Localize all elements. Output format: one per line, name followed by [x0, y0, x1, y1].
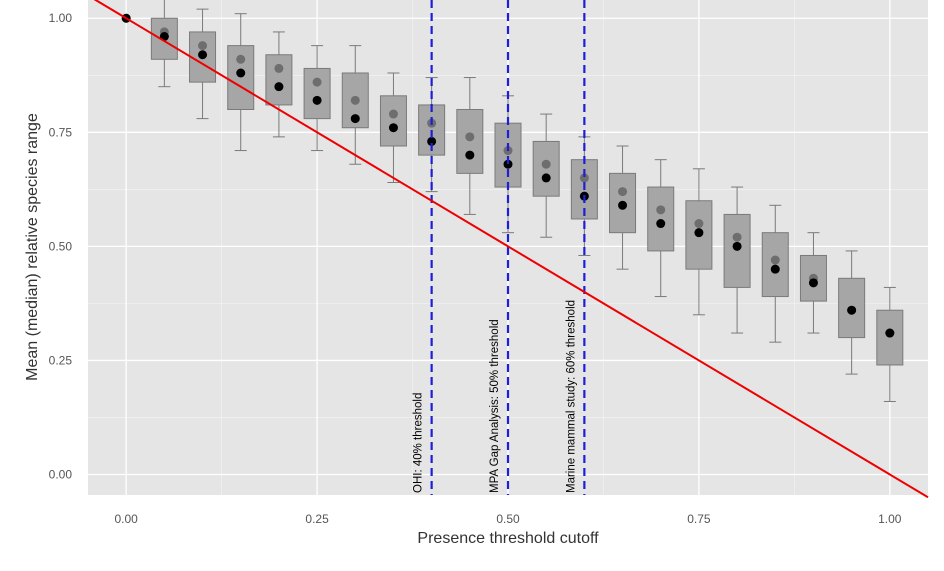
mean-point [656, 205, 666, 215]
median-point [312, 95, 322, 105]
mean-point [312, 77, 322, 87]
y-tick-label: 0.75 [49, 125, 73, 139]
mean-point [274, 63, 284, 73]
x-tick-label: 0.00 [115, 512, 139, 526]
y-axis-ticks: 0.00 0.25 0.50 0.75 1.00 [49, 11, 73, 481]
x-tick-label: 1.00 [878, 512, 902, 526]
box-body [723, 213, 751, 288]
median-point [198, 50, 208, 60]
mean-point [694, 219, 704, 229]
y-tick-label: 0.25 [49, 353, 73, 367]
median-point [770, 264, 780, 274]
y-tick-label: 0.00 [49, 467, 73, 481]
box-body [647, 186, 675, 252]
mean-point [579, 173, 589, 183]
box-body [456, 108, 484, 174]
mean-point [541, 159, 551, 169]
y-tick-label: 1.00 [49, 11, 73, 25]
threshold-label: Marine mammal study: 60% threshold [565, 300, 577, 493]
median-point [694, 228, 704, 238]
mean-point [388, 109, 398, 119]
reference-line-group [93, 0, 929, 499]
median-point [885, 328, 895, 338]
y-axis-title: Mean (median) relative species range [24, 113, 41, 381]
box-body [532, 140, 560, 197]
threshold-label: OHI: 40% threshold [413, 393, 425, 493]
x-axis-ticks: 0.00 0.25 0.50 0.75 1.00 [115, 512, 902, 526]
median-point [808, 278, 818, 288]
mean-point [198, 41, 208, 51]
mean-point [350, 95, 360, 105]
box-body [303, 67, 331, 120]
box-body [379, 95, 407, 147]
threshold-label: MPA Gap Analysis: 50% threshold [489, 319, 501, 493]
x-tick-label: 0.50 [496, 512, 520, 526]
mean-point [732, 232, 742, 242]
mean-point [618, 187, 628, 197]
box-body [265, 54, 293, 106]
x-axis-title: Presence threshold cutoff [417, 530, 599, 547]
mean-point [770, 255, 780, 265]
mean-point [236, 54, 246, 64]
reference-line [93, 0, 929, 499]
median-point [236, 68, 246, 78]
threshold-lines: OHI: 40% threshold MPA Gap Analysis: 50% … [413, 0, 586, 495]
x-tick-label: 0.75 [687, 512, 711, 526]
median-point [465, 150, 475, 160]
median-point [427, 136, 437, 146]
median-point [274, 82, 284, 92]
median-point [541, 173, 551, 183]
median-point [503, 159, 513, 169]
median-point [847, 305, 857, 315]
y-tick-label: 0.50 [49, 239, 73, 253]
box-body [761, 232, 789, 298]
box-body [876, 309, 904, 366]
median-point [350, 114, 360, 124]
mean-point [465, 132, 475, 142]
median-point [618, 200, 628, 210]
median-point [388, 123, 398, 133]
box-body [227, 45, 255, 110]
median-point [656, 219, 666, 229]
point-group [121, 13, 895, 338]
x-tick-label: 0.25 [305, 512, 329, 526]
median-point [732, 241, 742, 251]
